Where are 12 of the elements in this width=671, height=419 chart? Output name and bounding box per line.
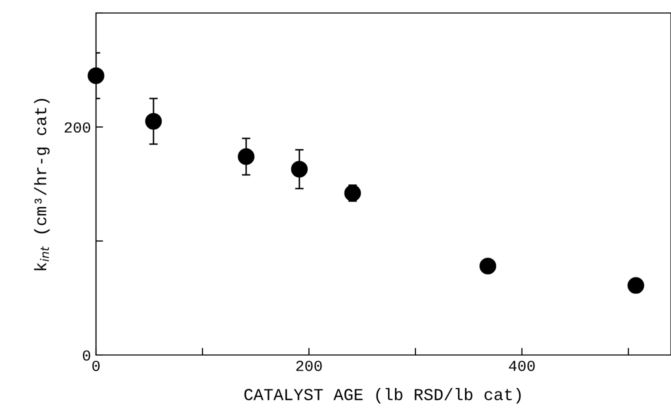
x-tick-label: 400 (508, 360, 535, 372)
point (344, 184, 361, 202)
y-axis-title: k$_{int}$ (cm³/hr-g cat) (34, 98, 50, 270)
point (145, 112, 162, 130)
point (628, 277, 644, 294)
point (291, 160, 308, 178)
x-tick-label: 0 (92, 360, 100, 372)
x-axis-title: CATALYST AGE (lb RSD/lb cat) (244, 388, 521, 404)
point (480, 258, 496, 274)
point (88, 67, 104, 84)
x-tick-label: 200 (296, 360, 322, 372)
point (238, 148, 254, 165)
